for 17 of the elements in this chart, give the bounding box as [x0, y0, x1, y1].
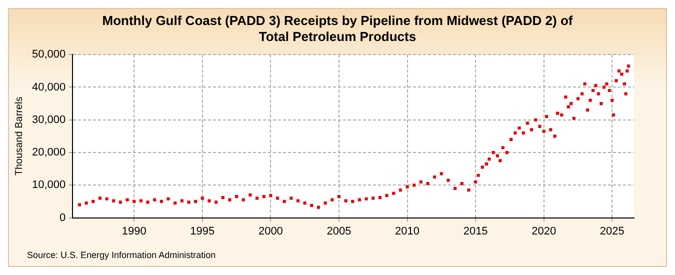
x-tick-label: 1990 — [122, 225, 146, 238]
chart-title: Monthly Gulf Coast (PADD 3) Receipts by Pipeline from Midwest (PADD 2) of Total Petroleum Products — [101, 12, 574, 45]
source-note: Source: U.S. Energy Information Administration — [27, 250, 216, 260]
x-tick-label: 2015 — [463, 225, 488, 238]
y-tick-label: 10,000 — [32, 179, 66, 192]
y-tick-label: 50,000 — [32, 48, 66, 61]
x-tick-label: 2020 — [532, 225, 556, 238]
x-tick-label: 2000 — [258, 225, 283, 238]
x-tick-label: 2025 — [600, 225, 624, 238]
x-tick-label: 2010 — [395, 225, 420, 238]
x-tick-label: 1995 — [190, 225, 215, 238]
y-tick-label: 0 — [60, 212, 66, 224]
y-tick-label: 40,000 — [32, 81, 66, 94]
y-tick-label: 20,000 — [32, 146, 66, 159]
x-tick-label: 2005 — [326, 225, 352, 238]
y-axis-title: Thousand Barrels — [14, 96, 25, 176]
y-tick-label: 30,000 — [32, 114, 66, 126]
